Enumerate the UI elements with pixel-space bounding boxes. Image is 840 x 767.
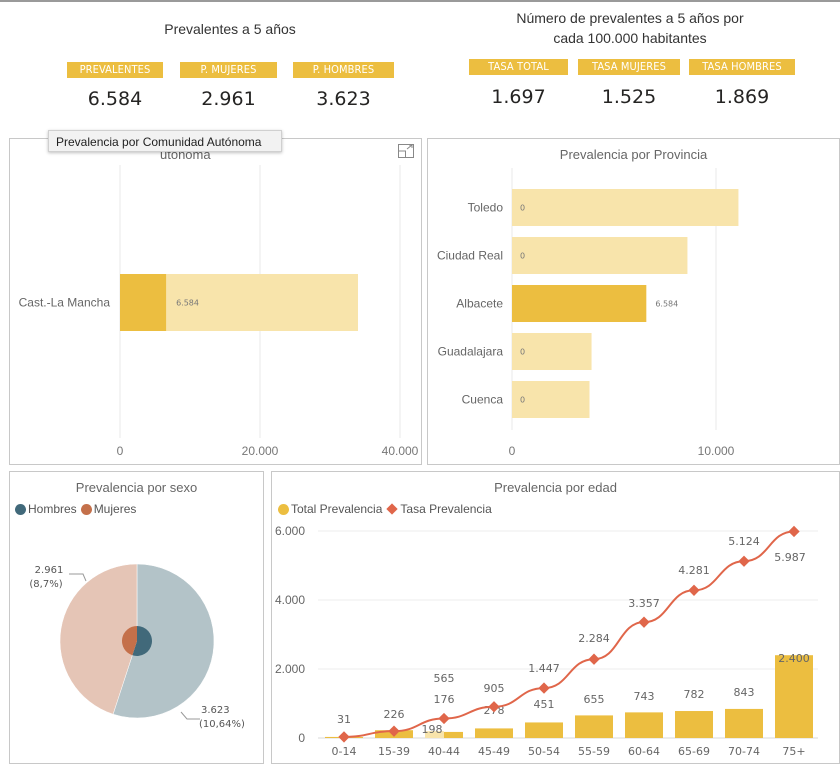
legend-item-tasa-prevalencia[interactable]: Tasa Prevalencia [386, 502, 492, 516]
edad-legend: Total Prevalencia Tasa Prevalencia [278, 502, 496, 516]
sexo-title: Prevalencia por sexo [75, 480, 198, 495]
legend-item-mujeres[interactable]: Mujeres [80, 502, 137, 516]
kpi-right-title-line1: Número de prevalentes a 5 años por [516, 10, 744, 26]
kpi-value-mujeres: 2.961 [201, 88, 256, 110]
legend-label: Mujeres [93, 502, 137, 516]
panel-edad[interactable]: Prevalencia por edad Total Prevalencia T… [271, 471, 840, 764]
edad-title: Prevalencia por edad [494, 480, 617, 495]
legend-dot-icon [15, 503, 26, 515]
legend-item-total-prevalencia[interactable]: Total Prevalencia [278, 502, 382, 516]
category-label: Cast.-La Mancha [19, 296, 111, 310]
sexo-legend: Hombres Mujeres [15, 502, 140, 516]
kpi-left-title: Prevalentes a 5 años [164, 21, 296, 37]
top-border [0, 0, 840, 2]
kpi-label-hombres: P. HOMBRES [293, 62, 394, 78]
data-label: 6.584 [176, 299, 199, 308]
provincia-title: Prevalencia por Provincia [559, 147, 708, 162]
kpi-value-tasa-hombres: 1.869 [714, 86, 770, 108]
kpi-value-prevalentes: 6.584 [87, 88, 143, 110]
kpi-value-hombres: 3.623 [316, 88, 371, 110]
kpi-label-tasa-total: TASA TOTAL [469, 59, 568, 75]
legend-item-hombres[interactable]: Hombres [15, 502, 77, 516]
legend-label: Hombres [28, 502, 77, 516]
panel-sexo[interactable]: Prevalencia por sexo Hombres Mujeres [9, 471, 264, 764]
focus-mode-icon[interactable] [398, 144, 414, 158]
legend-diamond-icon [386, 503, 399, 515]
x-tick-label: 20.000 [242, 444, 279, 458]
kpi-label-prevalentes: PREVALENTES [67, 62, 163, 78]
kpi-label-tasa-hombres: TASA HOMBRES [689, 59, 795, 75]
legend-label: Tasa Prevalencia [400, 502, 492, 516]
kpi-value-tasa-total: 1.697 [491, 86, 546, 108]
legend-label: Total Prevalencia [291, 502, 383, 516]
kpi-right-title-line2: cada 100.000 habitantes [553, 30, 707, 46]
legend-dot-icon [80, 503, 92, 515]
bar-highlight[interactable] [120, 274, 167, 331]
tooltip: Prevalencia por Comunidad Autónoma [48, 130, 282, 152]
kpi-label-mujeres: P. MUJERES [180, 62, 277, 78]
panel-provincia[interactable]: Prevalencia por Provincia [427, 138, 840, 465]
x-tick-label: 40.000 [382, 444, 419, 458]
kpi-label-tasa-mujeres: TASA MUJERES [578, 59, 680, 75]
kpi-value-tasa-mujeres: 1.525 [601, 86, 657, 108]
x-tick-label: 0 [117, 444, 124, 458]
legend-dot-icon [278, 503, 289, 515]
